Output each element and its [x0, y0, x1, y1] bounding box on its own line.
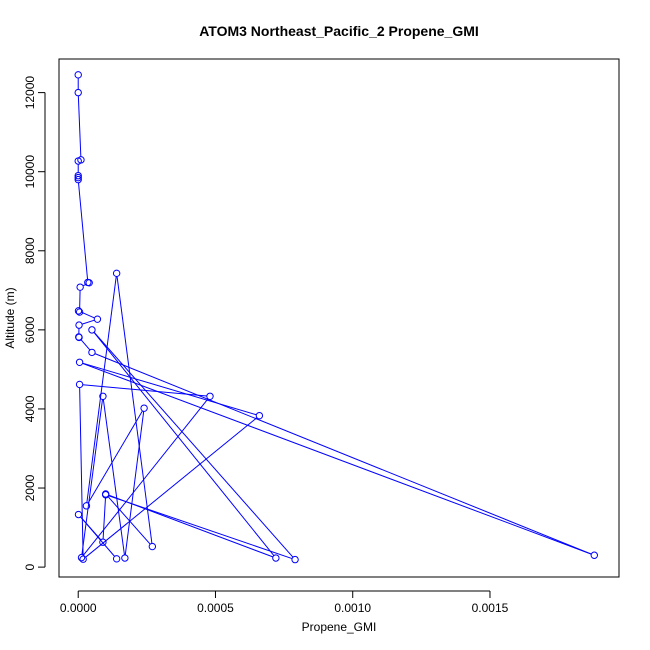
y-tick-label: 0 — [23, 563, 37, 570]
series-points — [74, 71, 598, 564]
series-segment — [78, 182, 89, 280]
series-segment — [81, 319, 95, 325]
data-point — [74, 88, 82, 97]
x-tick-label: 0.0010 — [334, 601, 371, 615]
x-tick-label: 0.0000 — [60, 601, 97, 615]
data-point — [148, 542, 157, 551]
data-point — [85, 279, 93, 287]
data-point — [74, 71, 82, 79]
data-point — [112, 555, 121, 563]
series-segment — [107, 496, 151, 545]
data-point — [74, 510, 83, 519]
y-tick-label: 6000 — [23, 316, 37, 343]
x-tick-label: 0.0005 — [197, 601, 234, 615]
data-point — [101, 491, 110, 499]
series-segment — [102, 399, 125, 555]
y-tick-label: 12000 — [23, 76, 37, 110]
data-point — [88, 348, 96, 357]
data-point — [77, 553, 86, 562]
y-axis: 0 2000 4000 6000 8000 10000 12000 — [23, 76, 46, 570]
series-lines — [77, 78, 592, 560]
data-point — [255, 411, 264, 420]
series-segment — [108, 495, 293, 560]
y-tick-label: 2000 — [23, 474, 37, 501]
series-segment — [87, 410, 143, 504]
series-segment — [81, 399, 103, 555]
series-segment — [80, 516, 115, 557]
x-axis-label: Propene_GMI — [302, 620, 377, 634]
series-segment — [124, 411, 145, 555]
series-segment — [77, 95, 82, 157]
data-point — [206, 392, 214, 400]
data-point — [272, 554, 280, 562]
data-point — [99, 538, 107, 546]
data-point — [291, 555, 299, 564]
series-segment — [80, 339, 91, 351]
series-segment — [81, 311, 95, 319]
data-point — [121, 554, 129, 562]
series-segment — [85, 417, 258, 558]
data-point — [74, 307, 83, 315]
chart-title: ATOM3 Northeast_Pacific_2 Propene_GMI — [199, 23, 479, 39]
plot-area — [58, 58, 620, 578]
series-segment — [116, 276, 153, 544]
y-axis-label: Altitude (m) — [3, 287, 17, 348]
y-tick-label: 10000 — [23, 155, 37, 189]
data-point — [76, 283, 84, 291]
data-point — [74, 157, 82, 165]
data-point — [74, 175, 82, 184]
series-segment — [83, 398, 209, 556]
data-point — [75, 308, 84, 316]
series-segment — [82, 362, 257, 416]
data-point — [99, 392, 107, 400]
data-point — [75, 321, 83, 329]
data-point — [75, 380, 84, 389]
data-point — [75, 358, 84, 366]
data-point — [93, 315, 102, 323]
data-point — [79, 555, 87, 563]
y-tick-label: 8000 — [23, 237, 37, 264]
data-point — [74, 173, 82, 182]
y-tick-label: 4000 — [23, 395, 37, 422]
series-segment — [79, 387, 84, 557]
data-point — [140, 404, 148, 412]
series-segment — [102, 497, 106, 540]
data-point — [82, 502, 91, 510]
series-segment — [93, 331, 294, 558]
data-point — [88, 326, 96, 334]
series-segment — [94, 353, 592, 555]
data-point — [75, 333, 83, 342]
series-segment — [86, 276, 117, 503]
data-point — [74, 171, 82, 180]
x-axis: 0.0000 0.0005 0.0010 0.0015 — [60, 590, 509, 615]
series-segment — [93, 332, 275, 556]
series-segment — [82, 362, 592, 555]
data-point — [590, 551, 598, 559]
x-tick-label: 0.0015 — [472, 601, 509, 615]
data-point — [112, 269, 121, 278]
